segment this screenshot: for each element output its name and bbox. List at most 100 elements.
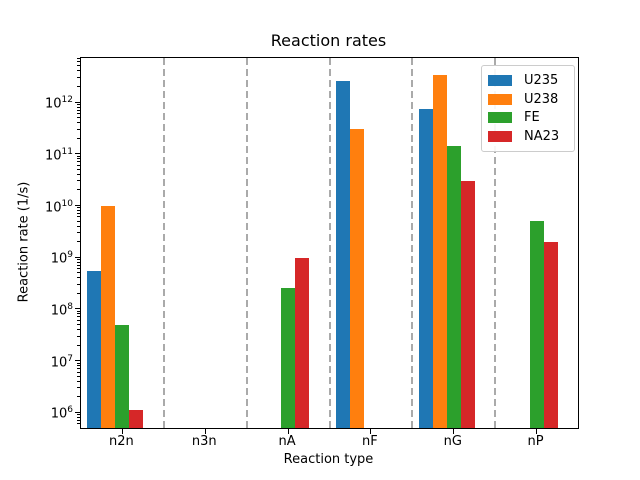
y-minor-tick bbox=[77, 335, 80, 337]
y-minor-tick bbox=[77, 423, 80, 425]
y-minor-tick bbox=[77, 313, 80, 315]
y-minor-tick bbox=[77, 268, 80, 270]
y-minor-tick bbox=[77, 368, 80, 370]
y-minor-tick bbox=[77, 85, 80, 87]
y-minor-tick bbox=[77, 225, 80, 227]
x-tick-label-nA: nA bbox=[278, 434, 296, 449]
x-tick bbox=[121, 429, 123, 434]
y-tick-label: 1010 bbox=[45, 198, 73, 215]
y-minor-tick bbox=[77, 173, 80, 175]
y-minor-tick bbox=[77, 396, 80, 398]
legend-item-fe: FE bbox=[488, 110, 568, 125]
y-minor-tick bbox=[77, 76, 80, 78]
y-minor-tick bbox=[77, 232, 80, 234]
y-tick-label: 106 bbox=[50, 405, 73, 422]
y-minor-tick bbox=[77, 416, 80, 418]
bar-fe-nA bbox=[281, 288, 296, 428]
y-tick-label: 109 bbox=[50, 250, 73, 267]
group-separator bbox=[494, 58, 497, 428]
y-minor-tick bbox=[77, 419, 80, 421]
group-separator bbox=[245, 58, 248, 428]
bar-na23-n2n bbox=[129, 410, 144, 428]
y-minor-tick bbox=[77, 61, 80, 63]
legend: U235 U238 FE NA23 bbox=[481, 65, 575, 152]
bar-fe-n2n bbox=[115, 324, 130, 428]
y-minor-tick bbox=[77, 371, 80, 373]
y-minor-tick bbox=[77, 103, 80, 105]
legend-label-u235: U235 bbox=[524, 72, 559, 88]
y-axis-label: Reaction rate (1/s) bbox=[16, 181, 32, 303]
y-minor-tick bbox=[77, 365, 80, 367]
y-minor-tick bbox=[77, 109, 80, 111]
x-tick bbox=[287, 429, 289, 434]
y-minor-tick bbox=[77, 344, 80, 346]
bar-fe-nP bbox=[529, 221, 544, 428]
bar-u235-nG bbox=[418, 108, 433, 428]
y-minor-tick bbox=[77, 207, 80, 209]
bar-na23-nA bbox=[295, 258, 310, 428]
bar-u238-nF bbox=[349, 129, 364, 428]
y-tick-label: 108 bbox=[50, 301, 73, 319]
y-tick-label: 107 bbox=[50, 353, 73, 371]
y-minor-tick bbox=[77, 380, 80, 382]
y-major-tick bbox=[75, 101, 80, 103]
legend-swatch-na23 bbox=[488, 131, 512, 143]
y-minor-tick bbox=[77, 113, 80, 114]
y-major-tick bbox=[75, 205, 80, 206]
group-separator bbox=[328, 58, 331, 428]
y-minor-tick bbox=[77, 319, 80, 321]
y-minor-tick bbox=[77, 70, 80, 72]
y-minor-tick bbox=[77, 316, 80, 318]
y-minor-tick bbox=[77, 65, 80, 67]
y-minor-tick bbox=[77, 220, 80, 222]
x-tick-label-nF: nF bbox=[362, 434, 378, 449]
y-minor-tick bbox=[77, 292, 80, 294]
y-minor-tick bbox=[77, 329, 80, 331]
x-tick bbox=[370, 429, 372, 434]
y-minor-tick bbox=[77, 259, 80, 261]
y-minor-tick bbox=[77, 272, 80, 274]
x-axis-label: Reaction type bbox=[283, 452, 374, 467]
bar-na23-nG bbox=[460, 180, 475, 428]
legend-swatch-u235 bbox=[488, 74, 512, 86]
y-minor-tick bbox=[77, 261, 80, 263]
x-tick-label-n2n: n2n bbox=[109, 434, 134, 449]
y-minor-tick bbox=[77, 117, 80, 119]
legend-label-fe: FE bbox=[524, 110, 540, 126]
x-tick-label-nG: nG bbox=[443, 434, 462, 449]
y-minor-tick bbox=[77, 324, 80, 326]
bar-fe-nG bbox=[446, 146, 461, 428]
bar-u238-n2n bbox=[101, 205, 116, 428]
y-tick-label: 1012 bbox=[45, 95, 73, 112]
x-tick-label-n3n: n3n bbox=[191, 434, 217, 449]
y-minor-tick bbox=[77, 375, 80, 377]
y-minor-tick bbox=[77, 210, 80, 211]
legend-item-u235: U235 bbox=[488, 73, 568, 88]
y-minor-tick bbox=[77, 168, 80, 170]
chart-title: Reaction rates bbox=[270, 31, 387, 50]
y-minor-tick bbox=[77, 122, 80, 124]
bar-u235-n2n bbox=[87, 270, 102, 428]
bar-u235-nF bbox=[335, 81, 350, 428]
legend-item-na23: NA23 bbox=[488, 129, 568, 144]
y-minor-tick bbox=[77, 57, 80, 59]
y-minor-tick bbox=[77, 277, 80, 279]
legend-item-u238: U238 bbox=[488, 92, 568, 107]
y-minor-tick bbox=[77, 128, 80, 130]
y-minor-tick bbox=[77, 264, 80, 266]
y-major-tick bbox=[75, 153, 80, 155]
y-minor-tick bbox=[77, 158, 80, 160]
y-minor-tick bbox=[77, 164, 80, 166]
legend-swatch-u238 bbox=[488, 93, 512, 105]
y-minor-tick bbox=[77, 161, 80, 163]
y-tick-label: 1011 bbox=[45, 146, 73, 164]
y-major-tick bbox=[75, 256, 80, 258]
legend-swatch-fe bbox=[488, 112, 512, 124]
y-major-tick bbox=[75, 308, 80, 310]
y-minor-tick bbox=[77, 414, 80, 416]
y-minor-tick bbox=[77, 137, 80, 139]
y-minor-tick bbox=[77, 155, 80, 157]
y-minor-tick bbox=[77, 189, 80, 191]
y-minor-tick bbox=[77, 213, 80, 214]
